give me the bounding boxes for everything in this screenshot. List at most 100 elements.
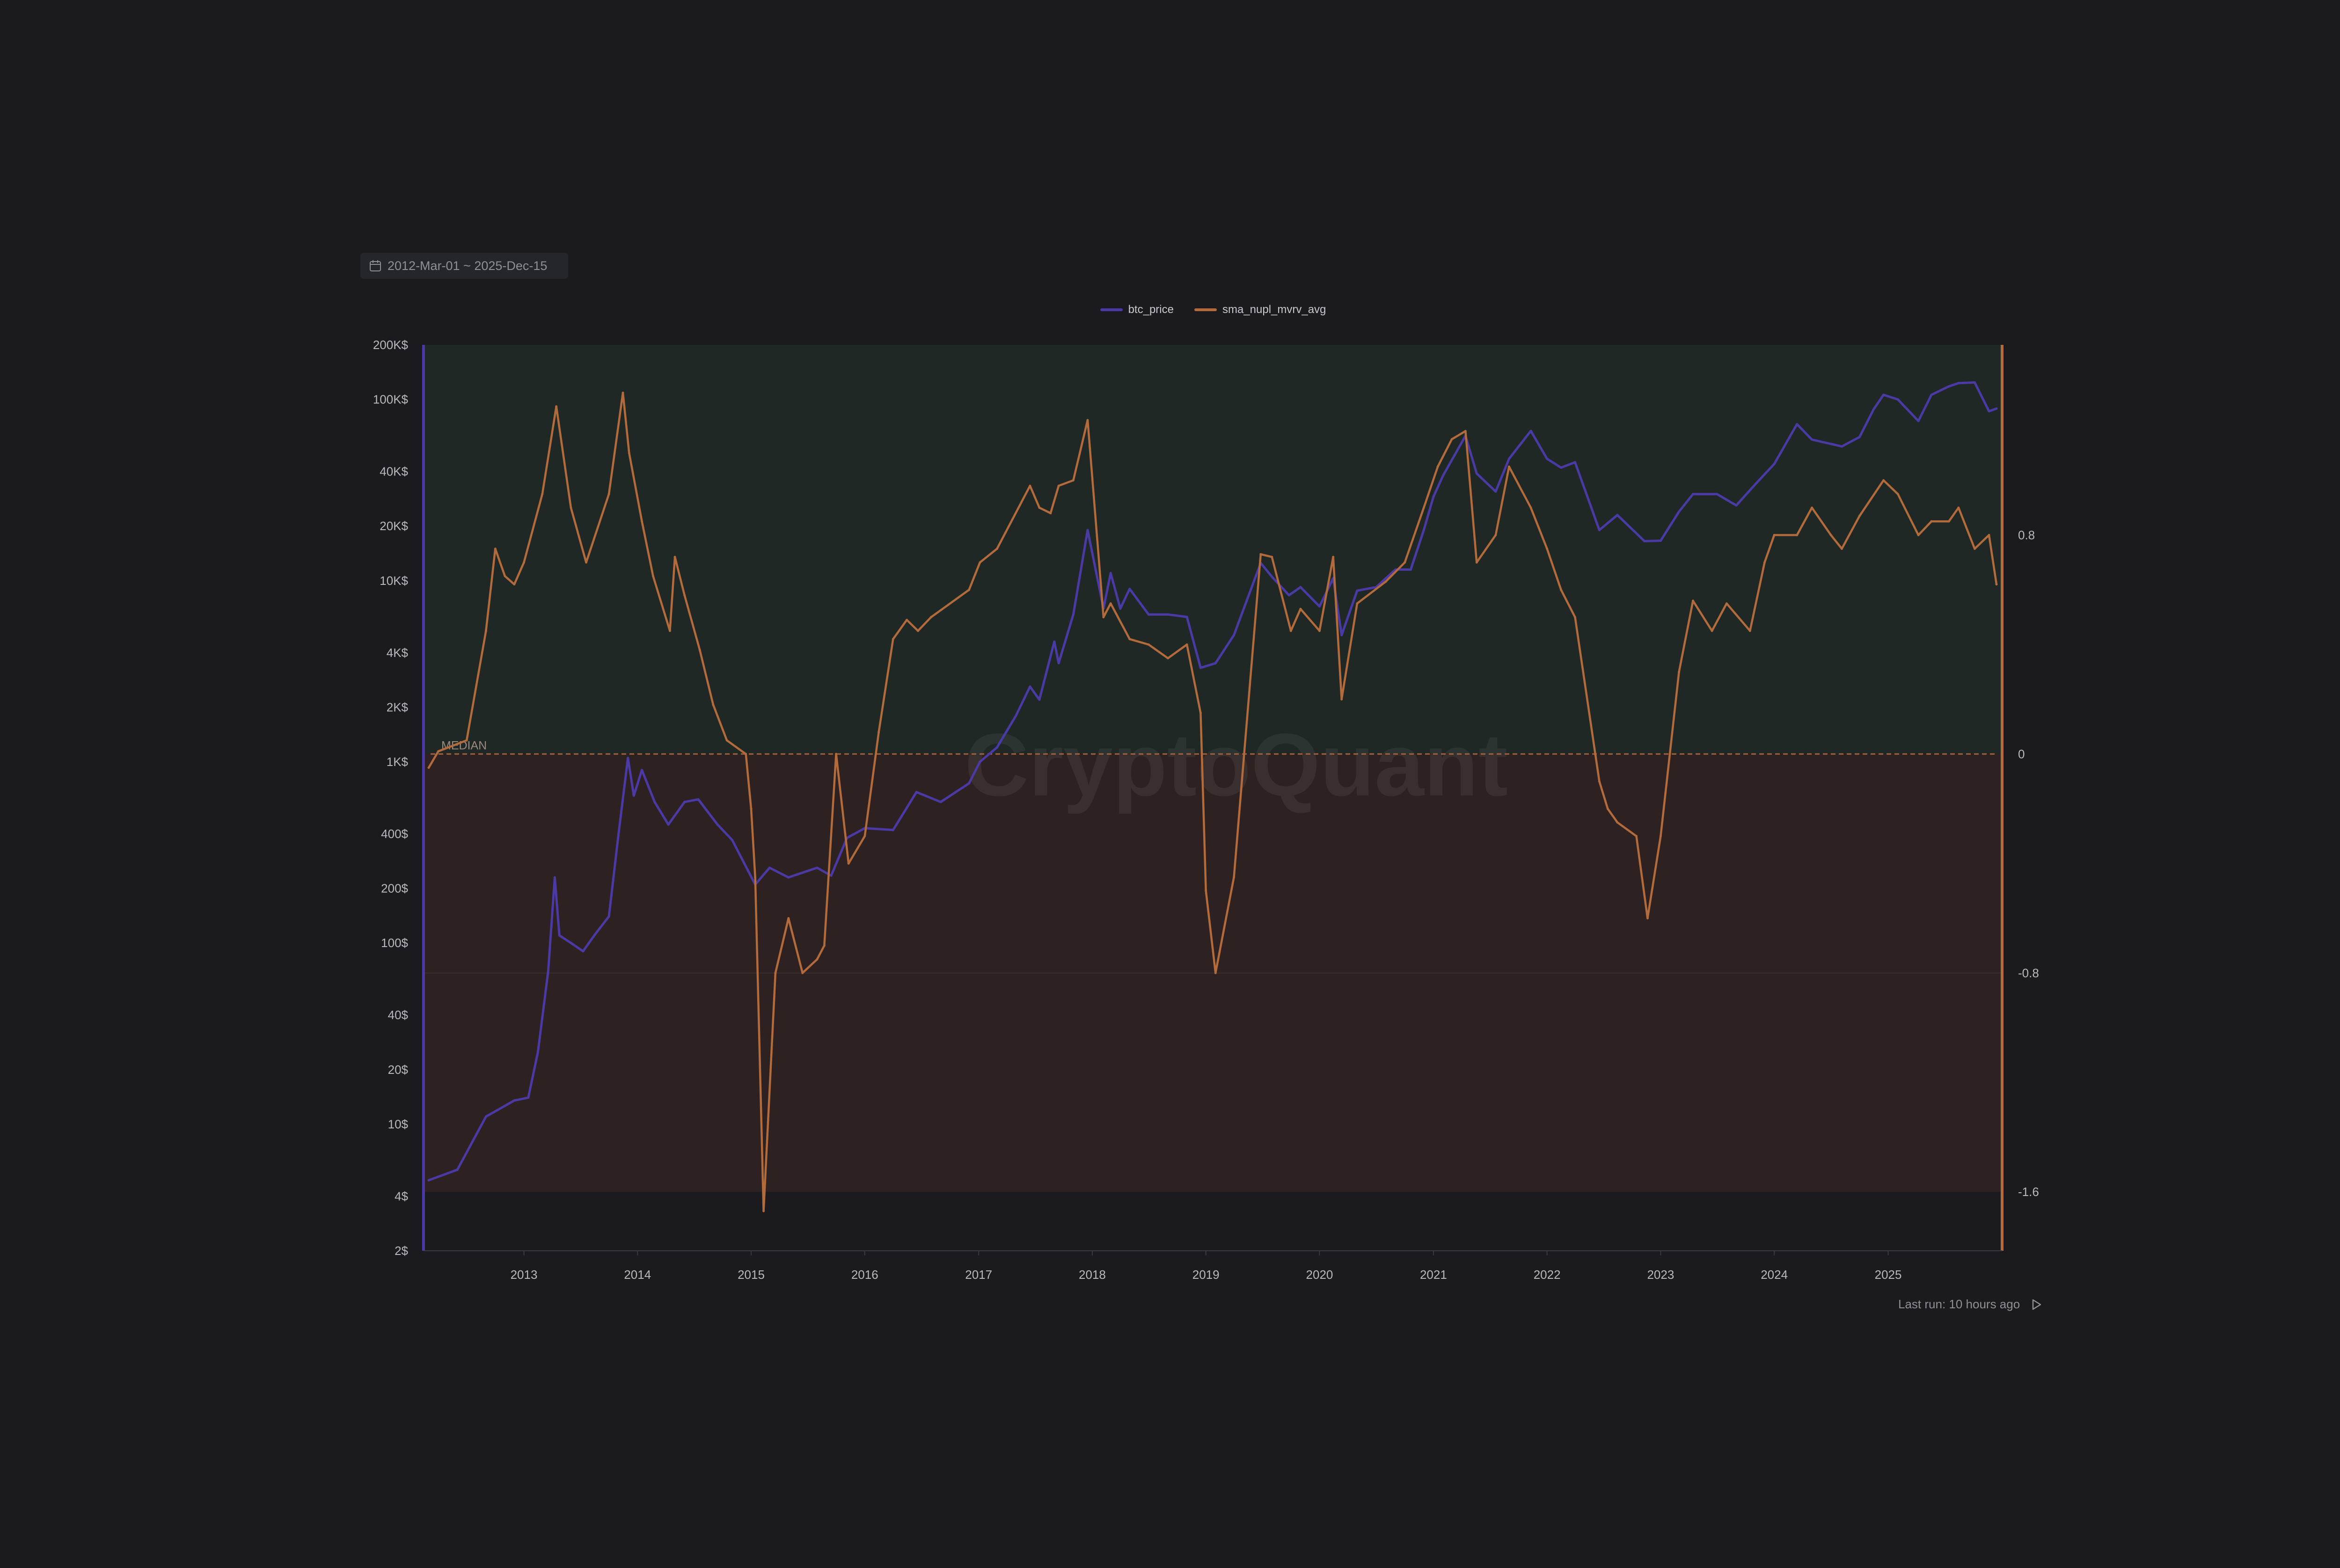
x-tick-label: 2020 xyxy=(1306,1268,1333,1282)
data-point-btc-price xyxy=(1147,613,1150,616)
data-point-sma-nupl-mvrv-avg xyxy=(1147,643,1150,646)
data-point-sma-nupl-mvrv-avg xyxy=(823,944,826,947)
y-left-tick-label: 10K$ xyxy=(380,574,408,588)
data-point-sma-nupl-mvrv-avg xyxy=(1678,671,1681,673)
data-point-btc-price xyxy=(570,941,572,944)
data-point-sma-nupl-mvrv-avg xyxy=(892,638,894,641)
data-point-sma-nupl-mvrv-avg xyxy=(1858,515,1861,518)
data-point-sma-nupl-mvrv-avg xyxy=(683,594,686,597)
data-point-sma-nupl-mvrv-avg xyxy=(917,629,920,632)
data-point-btc-price xyxy=(456,1168,459,1171)
data-point-sma-nupl-mvrv-avg xyxy=(585,561,588,564)
data-point-btc-price xyxy=(607,915,610,918)
data-point-sma-nupl-mvrv-avg xyxy=(1616,821,1619,824)
data-point-btc-price xyxy=(1475,472,1478,475)
calendar-icon xyxy=(370,260,381,271)
y-right-tick-label: 0 xyxy=(2018,747,2025,761)
data-point-sma-nupl-mvrv-avg xyxy=(465,739,468,742)
x-tick-label: 2014 xyxy=(624,1268,651,1282)
data-point-sma-nupl-mvrv-avg xyxy=(762,1210,765,1212)
x-tick-label: 2021 xyxy=(1420,1268,1447,1282)
data-point-btc-price xyxy=(1546,458,1549,460)
data-point-sma-nupl-mvrv-avg xyxy=(1185,643,1188,646)
legend-swatch-sma-nupl-mvrv-avg xyxy=(1194,308,1217,311)
data-point-sma-nupl-mvrv-avg xyxy=(1811,506,1814,509)
y-left-tick-label: 1K$ xyxy=(387,755,409,769)
data-point-btc-price xyxy=(1882,394,1885,396)
data-point-sma-nupl-mvrv-avg xyxy=(1995,583,1998,586)
data-point-btc-price xyxy=(536,1050,539,1053)
data-point-btc-price xyxy=(1086,529,1089,532)
data-point-sma-nupl-mvrv-avg xyxy=(1422,506,1425,509)
data-point-sma-nupl-mvrv-avg xyxy=(1356,602,1359,605)
data-point-btc-price xyxy=(1643,540,1646,543)
data-point-sma-nupl-mvrv-avg xyxy=(1725,602,1728,605)
data-point-sma-nupl-mvrv-avg xyxy=(1930,520,1933,523)
data-point-sma-nupl-mvrv-avg xyxy=(863,835,866,838)
legend-swatch-btc-price xyxy=(1100,308,1123,311)
data-point-btc-price xyxy=(1057,662,1060,664)
data-point-btc-price xyxy=(830,874,833,877)
y-left-tick-label: 2K$ xyxy=(387,700,409,714)
data-point-btc-price xyxy=(427,1179,430,1181)
data-point-btc-price xyxy=(1811,438,1814,441)
data-point-sma-nupl-mvrv-avg xyxy=(1167,657,1170,660)
data-point-sma-nupl-mvrv-avg xyxy=(504,575,506,577)
data-point-btc-price xyxy=(484,1115,487,1118)
data-point-sma-nupl-mvrv-avg xyxy=(698,649,701,651)
data-point-sma-nupl-mvrv-avg xyxy=(745,752,747,755)
x-tick-label: 2023 xyxy=(1647,1268,1674,1282)
data-point-btc-price xyxy=(1973,381,1976,384)
data-point-btc-price xyxy=(915,791,918,794)
data-point-sma-nupl-mvrv-avg xyxy=(979,561,981,564)
data-point-sma-nupl-mvrv-avg xyxy=(668,629,671,632)
data-point-btc-price xyxy=(1659,540,1662,542)
data-point-sma-nupl-mvrv-avg xyxy=(1029,484,1031,487)
negative-zone xyxy=(424,754,2002,1192)
data-point-sma-nupl-mvrv-avg xyxy=(1711,629,1713,632)
last-run-label: Last run: 10 hours ago xyxy=(1898,1297,2020,1311)
data-point-sma-nupl-mvrv-avg xyxy=(1494,534,1497,537)
data-point-sma-nupl-mvrv-avg xyxy=(712,703,715,706)
data-point-sma-nupl-mvrv-avg xyxy=(1763,561,1766,564)
data-point-sma-nupl-mvrv-avg xyxy=(513,583,516,586)
data-point-btc-price xyxy=(1494,490,1497,493)
x-tick-label: 2016 xyxy=(851,1268,878,1282)
data-point-sma-nupl-mvrv-avg xyxy=(801,971,804,974)
data-point-sma-nupl-mvrv-avg xyxy=(1988,534,1990,537)
data-point-sma-nupl-mvrv-avg xyxy=(847,862,850,865)
data-point-sma-nupl-mvrv-avg xyxy=(1299,607,1302,610)
legend-item-btc-price[interactable]: btc_price xyxy=(1100,303,1174,316)
data-point-sma-nupl-mvrv-avg xyxy=(929,616,932,619)
data-point-sma-nupl-mvrv-avg xyxy=(541,493,544,496)
data-point-btc-price xyxy=(1560,466,1563,469)
play-icon[interactable] xyxy=(2029,1298,2043,1312)
legend-item-sma-nupl-mvrv-avg[interactable]: sma_nupl_mvrv_avg xyxy=(1194,303,1326,316)
data-point-sma-nupl-mvrv-avg xyxy=(1692,599,1695,602)
data-point-btc-price xyxy=(641,769,644,772)
data-point-sma-nupl-mvrv-avg xyxy=(652,575,655,577)
data-point-sma-nupl-mvrv-avg xyxy=(1646,917,1649,919)
data-point-sma-nupl-mvrv-avg xyxy=(1529,506,1532,509)
data-point-btc-price xyxy=(1995,407,1998,410)
legend-label-sma-nupl-mvrv-avg: sma_nupl_mvrv_avg xyxy=(1222,303,1326,316)
data-point-btc-price xyxy=(697,798,700,801)
data-point-sma-nupl-mvrv-avg xyxy=(1057,484,1060,487)
data-point-btc-price xyxy=(547,970,549,972)
data-point-sma-nupl-mvrv-avg xyxy=(1332,555,1335,558)
data-point-sma-nupl-mvrv-avg xyxy=(523,561,526,564)
data-point-btc-price xyxy=(995,746,998,749)
data-point-btc-price xyxy=(1015,714,1017,717)
data-point-sma-nupl-mvrv-avg xyxy=(1318,629,1321,632)
data-point-btc-price xyxy=(1930,394,1933,396)
last-run-status: Last run: 10 hours ago xyxy=(1898,1297,2043,1312)
x-tick-label: 2017 xyxy=(965,1268,992,1282)
date-range-label: 2012-Mar-01 ~ 2025-Dec-15 xyxy=(388,258,548,273)
data-point-btc-price xyxy=(632,794,635,797)
data-point-sma-nupl-mvrv-avg xyxy=(1840,547,1843,550)
data-point-sma-nupl-mvrv-avg xyxy=(1128,638,1131,641)
y-left-tick-label: 20$ xyxy=(388,1063,409,1077)
date-range-picker[interactable]: 2012-Mar-01 ~ 2025-Dec-15 xyxy=(360,253,568,279)
data-point-btc-price xyxy=(1409,568,1412,571)
